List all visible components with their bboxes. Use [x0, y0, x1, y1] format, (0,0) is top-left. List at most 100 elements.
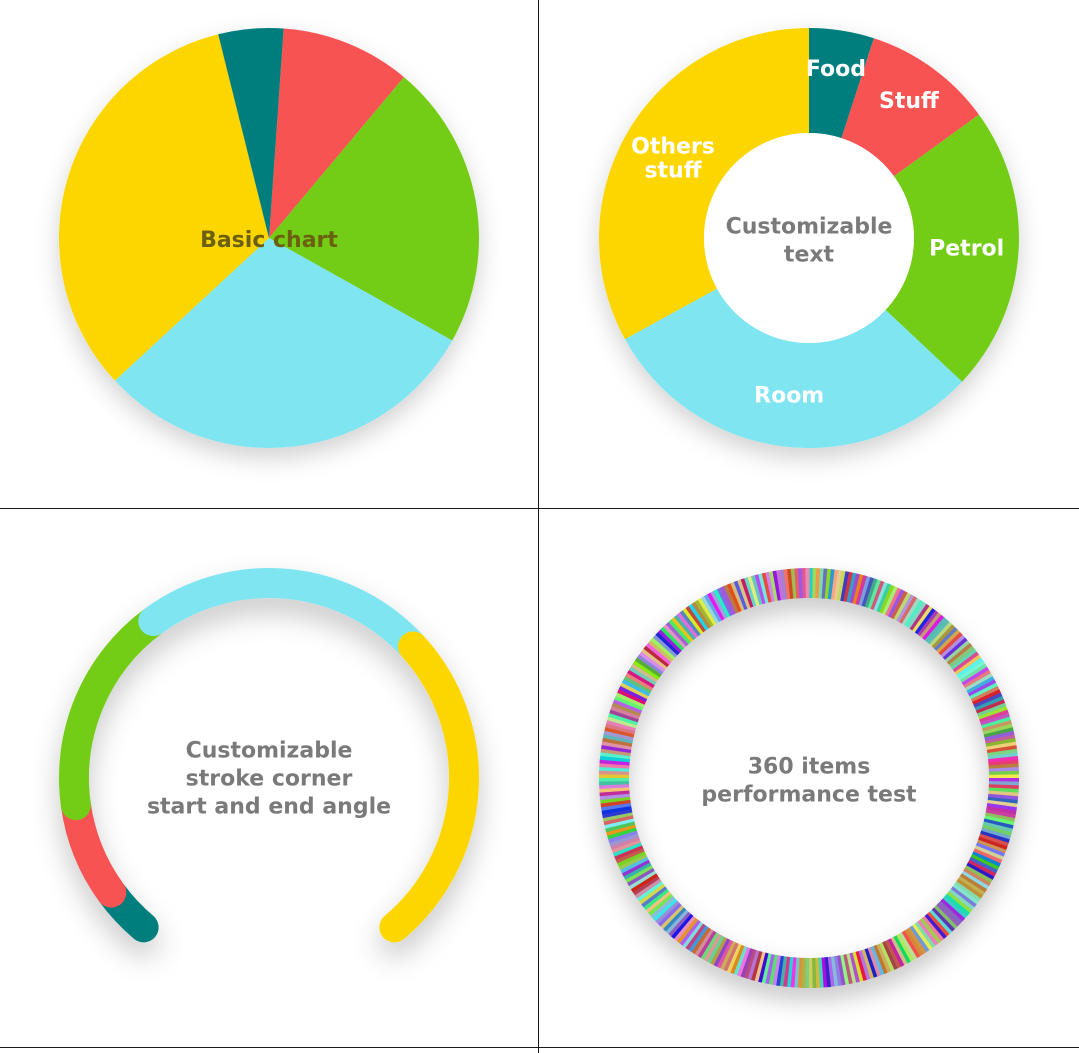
ring-item[interactable]	[961, 870, 990, 890]
ring-item[interactable]	[679, 919, 701, 946]
pie-slice[interactable]	[218, 27, 284, 239]
ring-item[interactable]	[986, 806, 1017, 816]
ring-item[interactable]	[688, 603, 709, 631]
ring-item[interactable]	[688, 925, 709, 953]
ring-item[interactable]	[779, 956, 788, 987]
ring-item[interactable]	[946, 643, 973, 666]
ring-item[interactable]	[858, 950, 871, 981]
ring-item[interactable]	[842, 954, 853, 985]
ring-item[interactable]	[980, 713, 1010, 726]
ring-item[interactable]	[652, 634, 678, 658]
ring-item[interactable]	[643, 645, 670, 668]
ring-item[interactable]	[682, 921, 704, 948]
ring-item[interactable]	[776, 569, 785, 601]
ring-item[interactable]	[630, 872, 659, 893]
arc-segment[interactable]	[138, 568, 428, 662]
ring-item[interactable]	[747, 949, 760, 980]
ring-item[interactable]	[983, 727, 1014, 738]
ring-item[interactable]	[660, 626, 685, 651]
ring-item[interactable]	[601, 740, 632, 750]
ring-item[interactable]	[984, 812, 1016, 823]
ring-item[interactable]	[723, 584, 740, 614]
ring-item[interactable]	[893, 935, 911, 964]
ring-item[interactable]	[843, 571, 854, 603]
ring-item[interactable]	[626, 867, 655, 887]
ring-item[interactable]	[919, 917, 942, 944]
ring-item[interactable]	[772, 570, 782, 601]
ring-item[interactable]	[615, 692, 645, 708]
ring-item[interactable]	[861, 949, 874, 979]
ring-item[interactable]	[783, 569, 791, 600]
ring-item[interactable]	[973, 848, 1003, 864]
ring-item[interactable]	[839, 954, 850, 985]
ring-item[interactable]	[824, 957, 831, 988]
ring-item[interactable]	[893, 592, 912, 621]
ring-item[interactable]	[808, 957, 813, 988]
ring-item[interactable]	[754, 951, 766, 982]
ring-item[interactable]	[988, 767, 1019, 773]
ring-item[interactable]	[873, 581, 889, 612]
ring-item[interactable]	[887, 589, 905, 618]
ring-item[interactable]	[911, 923, 933, 951]
ring-item[interactable]	[665, 909, 689, 935]
ring-item[interactable]	[931, 907, 955, 932]
ring-item[interactable]	[924, 913, 947, 940]
donut-slice[interactable]	[841, 38, 979, 177]
ring-item[interactable]	[988, 756, 1019, 763]
donut-slice[interactable]	[809, 28, 874, 139]
ring-item[interactable]	[662, 907, 687, 932]
ring-item[interactable]	[895, 933, 914, 962]
ring-item[interactable]	[793, 957, 800, 988]
ring-item[interactable]	[929, 909, 953, 935]
ring-item[interactable]	[873, 944, 888, 975]
ring-item[interactable]	[639, 651, 666, 673]
ring-item[interactable]	[959, 663, 988, 684]
ring-item[interactable]	[811, 957, 817, 988]
ring-item[interactable]	[599, 759, 630, 766]
ring-item[interactable]	[668, 911, 691, 937]
ring-item[interactable]	[919, 612, 942, 639]
ring-item[interactable]	[740, 578, 754, 608]
ring-item[interactable]	[971, 851, 1001, 868]
ring-item[interactable]	[981, 824, 1012, 837]
ring-item[interactable]	[599, 780, 630, 786]
ring-item[interactable]	[599, 762, 630, 769]
ring-item[interactable]	[682, 607, 704, 635]
ring-item[interactable]	[691, 601, 712, 629]
ring-item[interactable]	[632, 875, 660, 896]
ring-item[interactable]	[964, 673, 993, 692]
ring-item[interactable]	[730, 581, 745, 612]
ring-item[interactable]	[870, 946, 885, 976]
ring-item[interactable]	[600, 802, 632, 811]
ring-item[interactable]	[821, 568, 828, 599]
ring-item[interactable]	[885, 587, 902, 617]
ring-item[interactable]	[611, 839, 641, 854]
ring-item[interactable]	[914, 921, 936, 949]
ring-item[interactable]	[671, 616, 694, 643]
ring-item[interactable]	[852, 951, 864, 982]
ring-item[interactable]	[846, 572, 857, 603]
ring-item[interactable]	[610, 836, 640, 850]
ring-item[interactable]	[751, 575, 763, 605]
ring-item[interactable]	[952, 883, 979, 905]
ring-item[interactable]	[614, 695, 644, 711]
ring-item[interactable]	[881, 941, 898, 971]
ring-item[interactable]	[674, 614, 697, 641]
ring-item[interactable]	[861, 577, 875, 607]
ring-item[interactable]	[921, 915, 944, 942]
ring-item[interactable]	[602, 811, 633, 822]
ring-item[interactable]	[983, 818, 1014, 830]
ring-item[interactable]	[709, 936, 728, 966]
ring-item[interactable]	[615, 847, 645, 864]
ring-item[interactable]	[636, 880, 664, 902]
ring-item[interactable]	[632, 660, 661, 680]
ring-chart[interactable]: 360 items performance test	[539, 509, 1079, 1047]
ring-item[interactable]	[870, 580, 885, 611]
ring-item[interactable]	[601, 744, 632, 753]
arc-segment[interactable]	[59, 606, 169, 821]
ring-item[interactable]	[979, 833, 1009, 847]
ring-item[interactable]	[984, 815, 1015, 826]
ring-item[interactable]	[982, 821, 1013, 833]
ring-item[interactable]	[790, 957, 797, 988]
ring-item[interactable]	[603, 730, 634, 741]
